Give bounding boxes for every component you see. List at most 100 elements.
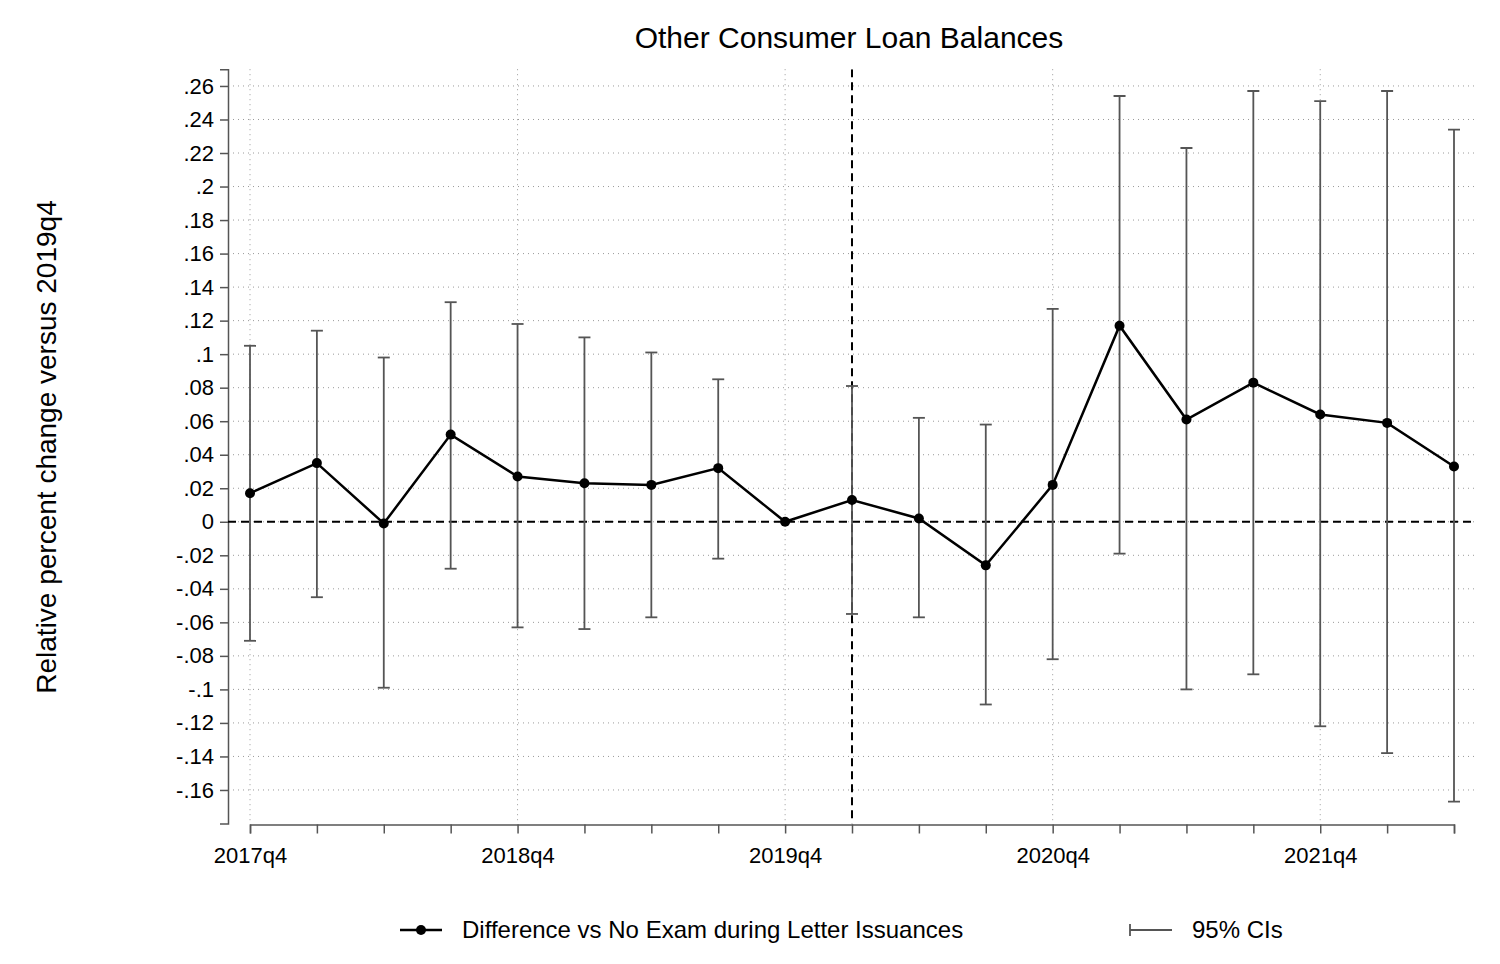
series-point xyxy=(1315,410,1325,420)
y-tick: .26 xyxy=(183,74,228,99)
error-bar xyxy=(1047,309,1059,659)
error-bar-cap-high xyxy=(1180,147,1192,149)
y-tick-label: .24 xyxy=(183,107,214,132)
error-bar xyxy=(1314,101,1326,726)
error-bar-cap-low xyxy=(512,626,524,628)
x-axis: 2017q42018q42019q42020q42021q4 xyxy=(214,825,1455,869)
error-bar xyxy=(712,379,724,558)
error-bar xyxy=(311,331,323,598)
x-tick-mark xyxy=(384,825,386,834)
x-tick: 2020q4 xyxy=(1016,825,1089,869)
series-point xyxy=(1115,321,1125,331)
y-tick: .08 xyxy=(183,375,228,400)
x-tick-mark xyxy=(450,825,452,834)
x-tick-label: 2019q4 xyxy=(749,843,822,868)
error-bar-cap-high xyxy=(712,378,724,380)
y-tick: .14 xyxy=(183,275,228,300)
error-bar-cap-high xyxy=(512,323,524,325)
x-tick-mark xyxy=(584,825,586,834)
series-point xyxy=(713,463,723,473)
error-bar-cap-low xyxy=(1114,553,1126,555)
error-bar-cap-high xyxy=(1448,129,1460,131)
y-tick-mark xyxy=(220,454,228,456)
error-bar xyxy=(378,358,390,688)
legend-marker-swatch xyxy=(416,925,426,935)
x-tick-mark xyxy=(1253,825,1255,834)
error-bar xyxy=(913,418,925,617)
error-bar-cap-low xyxy=(1381,752,1393,754)
series-point xyxy=(446,430,456,440)
y-grid-line xyxy=(228,689,1475,690)
x-tick: 2017q4 xyxy=(214,825,287,869)
y-tick-label: -.02 xyxy=(176,543,214,568)
legend-ci-swatch xyxy=(1130,929,1172,931)
y-tick-mark xyxy=(220,253,228,255)
y-tick: .1 xyxy=(196,342,228,367)
y-tick-mark xyxy=(220,186,228,188)
series-line xyxy=(250,326,1454,566)
x-tick-mark xyxy=(1052,825,1054,834)
series-point xyxy=(780,517,790,527)
y-tick: .06 xyxy=(183,409,228,434)
x-grid-line xyxy=(1052,69,1053,823)
x-tick xyxy=(651,825,652,834)
x-tick xyxy=(986,825,987,834)
error-bar xyxy=(1247,91,1259,674)
x-tick-mark xyxy=(317,825,319,834)
error-bar-cap-high xyxy=(445,301,457,303)
y-tick-label: .04 xyxy=(183,442,214,467)
y-tick: -.08 xyxy=(176,643,228,668)
y-tick: .24 xyxy=(183,107,228,132)
y-tick-mark xyxy=(220,119,228,121)
y-tick: .12 xyxy=(183,308,228,333)
y-tick-label: -.14 xyxy=(176,744,214,769)
y-tick-label: -.16 xyxy=(176,778,214,803)
series-point xyxy=(579,478,589,488)
legend-label: 95% CIs xyxy=(1192,916,1283,943)
series-point xyxy=(914,513,924,523)
y-tick-label: -.08 xyxy=(176,643,214,668)
plot-area xyxy=(228,69,1475,823)
y-tick-label: .16 xyxy=(183,241,214,266)
legend-label: Difference vs No Exam during Letter Issu… xyxy=(462,916,963,943)
x-tick-mark xyxy=(1454,825,1456,834)
y-grid-line xyxy=(228,287,1475,288)
legend-ci-swatch-cap xyxy=(1129,924,1131,936)
x-tick xyxy=(451,825,452,834)
error-bar xyxy=(846,386,858,614)
x-tick-mark xyxy=(517,825,519,834)
legend: Difference vs No Exam during Letter Issu… xyxy=(400,916,1283,943)
x-tick-mark xyxy=(651,825,653,834)
x-tick xyxy=(1387,825,1388,834)
y-tick: -.16 xyxy=(176,778,228,803)
y-tick-label: .12 xyxy=(183,308,214,333)
series-point xyxy=(1382,418,1392,428)
series-point xyxy=(245,488,255,498)
x-tick xyxy=(384,825,385,834)
x-tick-mark xyxy=(1119,825,1121,834)
error-bar-cap-high xyxy=(1247,90,1259,92)
error-bar xyxy=(1448,130,1460,802)
error-bar-cap-low xyxy=(1047,658,1059,660)
x-axis-line xyxy=(251,825,1455,834)
x-grid-line xyxy=(250,69,251,823)
y-tick: -.02 xyxy=(176,543,228,568)
x-tick-mark xyxy=(1186,825,1188,834)
x-tick: 2019q4 xyxy=(749,825,822,869)
y-tick-mark xyxy=(220,86,228,88)
x-tick-label: 2021q4 xyxy=(1284,843,1357,868)
series-point xyxy=(1048,480,1058,490)
y-axis-line xyxy=(220,70,229,824)
error-bar-cap-high xyxy=(980,424,992,426)
y-axis-title: Relative percent change versus 2019q4 xyxy=(31,200,62,693)
error-bar-cap-low xyxy=(1448,801,1460,803)
y-tick-mark xyxy=(220,488,228,490)
error-bar xyxy=(1114,96,1126,554)
series-point xyxy=(1248,378,1258,388)
x-tick-mark xyxy=(250,825,252,834)
series-point xyxy=(847,495,857,505)
y-grid-line xyxy=(228,119,1475,120)
y-tick: .18 xyxy=(183,208,228,233)
error-bar xyxy=(512,324,524,627)
x-tick-mark xyxy=(919,825,921,834)
